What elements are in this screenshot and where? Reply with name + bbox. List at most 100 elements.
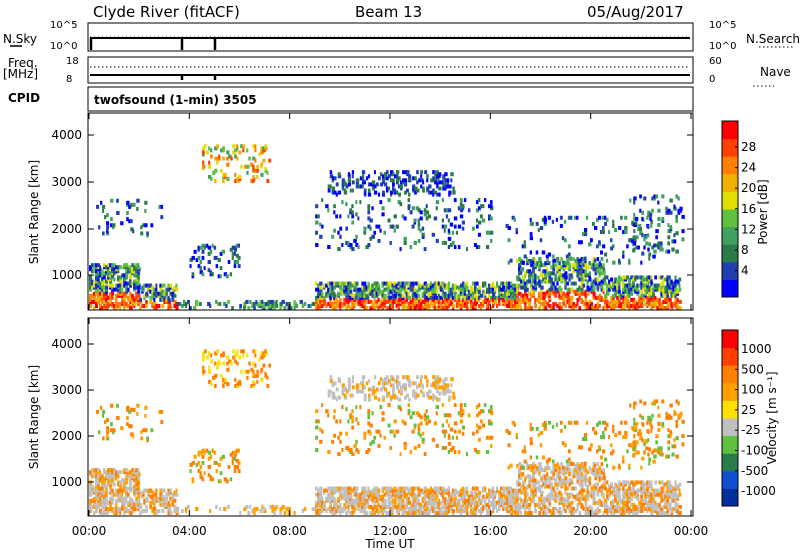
velocity-cell: [512, 500, 515, 505]
power-cell: [496, 295, 499, 300]
velocity-cell: [564, 490, 567, 495]
power-cell: [622, 293, 625, 298]
power-cell: [475, 224, 479, 229]
power-cell: [421, 293, 425, 298]
power-cell: [417, 238, 421, 243]
velocity-cell: [644, 500, 647, 505]
velocity-cell: [115, 506, 119, 511]
power-cell: [383, 287, 386, 292]
velocity-cell: [485, 494, 489, 499]
velocity-cell: [590, 511, 594, 516]
power-cell: [538, 306, 542, 311]
velocity-cell: [329, 509, 333, 514]
power-cell: [167, 295, 170, 300]
velocity-cell: [666, 488, 669, 493]
power-cell: [412, 184, 416, 189]
power-cell: [577, 258, 582, 263]
velocity-cell: [520, 476, 523, 481]
velocity-cell: [184, 509, 187, 514]
power-cell: [264, 144, 267, 149]
power-cell: [569, 256, 573, 261]
power-cell: [534, 287, 537, 292]
velocity-cell: [107, 509, 110, 514]
power-cell: [387, 295, 391, 300]
velocity-cell: [584, 482, 587, 487]
power-cell: [534, 285, 538, 290]
power-cell: [117, 283, 120, 288]
velocity-cell: [560, 482, 563, 487]
velocity-cell: [455, 509, 459, 514]
velocity-cell: [355, 385, 360, 390]
power-cell: [319, 306, 322, 311]
velocity-cell: [373, 486, 377, 491]
power-cell: [469, 285, 473, 290]
velocity-cell: [111, 470, 114, 475]
velocity-cell: [646, 490, 649, 495]
velocity-cell: [662, 496, 665, 501]
power-cell: [520, 279, 523, 284]
velocity-cell: [387, 496, 391, 501]
power-cell: [394, 190, 398, 195]
power-cell: [325, 291, 329, 296]
power-cell: [353, 281, 356, 286]
velocity-cell: [670, 488, 673, 493]
power-cell: [443, 304, 447, 309]
velocity-cell: [560, 462, 563, 467]
power-cell: [125, 293, 128, 298]
power-cell: [614, 279, 617, 284]
velocity-cell: [473, 509, 477, 514]
power-cell: [459, 214, 464, 219]
velocity-cell: [357, 389, 362, 394]
velocity-cell: [215, 504, 218, 509]
velocity-cell: [375, 506, 379, 511]
power-cell: [131, 295, 135, 300]
power-cell: [644, 285, 648, 290]
power-cell: [432, 178, 436, 183]
power-cell: [676, 297, 679, 302]
power-cell: [487, 289, 491, 294]
velocity-cell: [510, 509, 513, 514]
velocity-cell: [315, 509, 318, 514]
velocity-cell: [371, 494, 374, 499]
power-cell: [329, 184, 332, 189]
power-cell: [127, 304, 131, 309]
power-cell: [469, 295, 473, 300]
power-cell: [351, 304, 354, 309]
velocity-cell: [616, 484, 620, 489]
power-cell: [349, 289, 353, 294]
power-cell: [584, 293, 587, 298]
velocity-cell: [167, 500, 170, 505]
velocity-cell: [395, 488, 398, 493]
velocity-cell: [381, 395, 385, 400]
power-cell: [116, 211, 120, 215]
power-cell: [515, 230, 518, 235]
power-cell: [567, 215, 571, 220]
power-cell: [329, 304, 333, 309]
velocity-cell: [676, 486, 680, 491]
velocity-cell: [670, 498, 673, 503]
power-cell: [361, 174, 365, 179]
power-cell: [97, 263, 100, 268]
velocity-cell: [594, 482, 598, 487]
velocity-cell: [303, 506, 307, 511]
velocity-cell: [117, 496, 121, 501]
velocity-cell: [538, 498, 542, 503]
velocity-cell: [129, 502, 132, 507]
power-cell: [664, 299, 668, 304]
power-cell: [125, 283, 128, 288]
velocity-cell: [578, 482, 582, 487]
power-cell: [563, 219, 567, 224]
power-cell: [93, 295, 96, 300]
power-cell: [646, 295, 649, 300]
power-cell: [441, 289, 444, 294]
velocity-cell: [99, 490, 103, 495]
power-cell: [530, 273, 533, 278]
power-cell: [407, 295, 412, 300]
velocity-cell: [642, 484, 646, 489]
velocity-cell: [578, 472, 582, 477]
velocity-cell: [437, 506, 441, 511]
power-cell: [379, 182, 384, 187]
power-cell: [640, 304, 644, 309]
power-cell: [548, 297, 552, 302]
velocity-cell: [600, 502, 604, 507]
